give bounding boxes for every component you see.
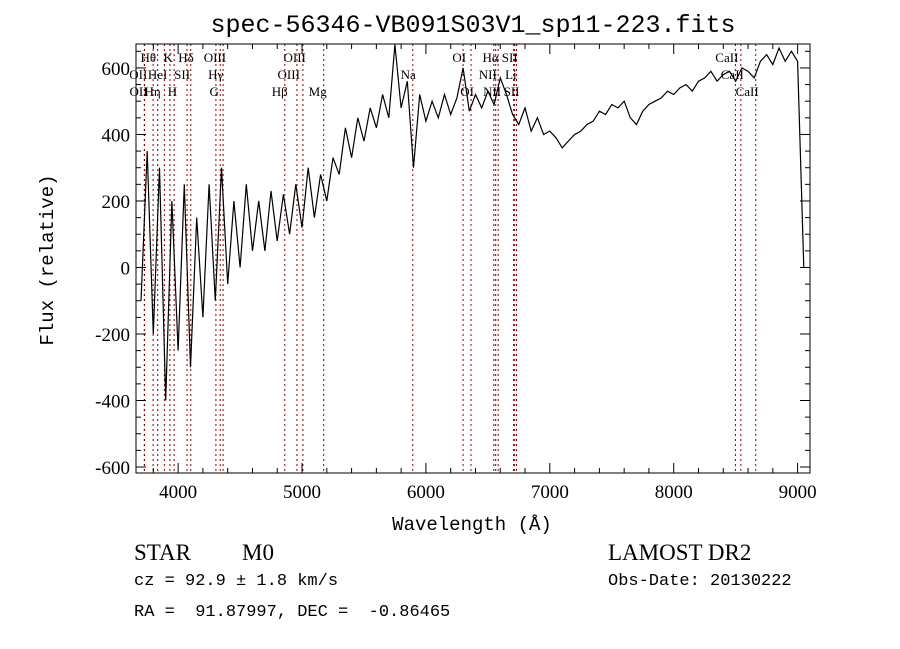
spectral-line-label: NII	[479, 67, 497, 82]
spectral-line-label: OI	[452, 50, 466, 65]
y-tick-label: 400	[102, 125, 131, 146]
subclass: M0	[242, 540, 274, 565]
spectral-line-label: SII	[502, 50, 518, 65]
spectral-line-label: SII	[174, 67, 190, 82]
spectral-line-label: Hη	[144, 84, 160, 99]
redshift-cz: cz = 92.9 ± 1.8 km/s	[134, 572, 339, 591]
spectral-line-label: H	[168, 84, 177, 99]
x-tick-label: 8000	[655, 482, 693, 503]
y-tick-label: -200	[95, 325, 130, 346]
spectral-line-label: CaII	[736, 84, 759, 99]
spectral-line-label: Hδ	[178, 50, 194, 65]
spectral-line-label: G	[210, 84, 219, 99]
y-tick-label: 200	[102, 192, 131, 213]
plot-frame	[135, 43, 811, 474]
spectral-line-label: CaII	[715, 50, 738, 65]
spectrum-line	[140, 44, 805, 401]
spectral-line-label: Li	[505, 67, 517, 82]
spectral-line-label: OII	[130, 84, 148, 99]
y-tick-label: -400	[95, 392, 130, 413]
x-axis-label: Wavelength (Å)	[392, 514, 552, 536]
x-tick-label: 6000	[407, 482, 445, 503]
spectral-line-label: OIII	[278, 67, 300, 82]
spectral-line-label: Hα	[482, 50, 498, 65]
spectral-line-label: Hγ	[208, 67, 223, 82]
spectral-line-label: Na	[401, 67, 416, 82]
spectral-line-label: CaII	[721, 67, 744, 82]
spectral-line-label: Hθ	[140, 50, 156, 65]
spectral-line-label: HeI	[148, 67, 168, 82]
y-tick-label: -600	[95, 458, 130, 479]
spectral-line-label: OI	[460, 84, 474, 99]
chart-title: spec-56346-VB091S03V1_sp11-223.fits	[210, 11, 735, 40]
x-tick-label: 5000	[283, 482, 321, 503]
spectral-line-label: SII	[504, 84, 520, 99]
obs-date: Obs-Date: 20130222	[608, 572, 792, 591]
spectral-line-label: Mg	[309, 84, 328, 99]
spectral-line-label: Hβ	[272, 84, 288, 99]
spectral-line-label: OIII	[283, 50, 305, 65]
survey-label: LAMOST DR2	[608, 540, 752, 565]
spectral-line-label: OIII	[204, 50, 226, 65]
y-axis-label: Flux (relative)	[37, 174, 59, 345]
x-tick-label: 9000	[779, 482, 817, 503]
spectral-line-label: OII	[129, 67, 147, 82]
coordinates: RA = 91.87997, DEC = -0.86465	[134, 603, 451, 622]
spectral-line-label: K	[164, 50, 174, 65]
object-type: STAR	[134, 540, 191, 565]
y-tick-label: 600	[102, 59, 131, 80]
x-tick-label: 4000	[159, 482, 197, 503]
x-tick-label: 7000	[531, 482, 569, 503]
y-tick-label: 0	[121, 258, 131, 279]
